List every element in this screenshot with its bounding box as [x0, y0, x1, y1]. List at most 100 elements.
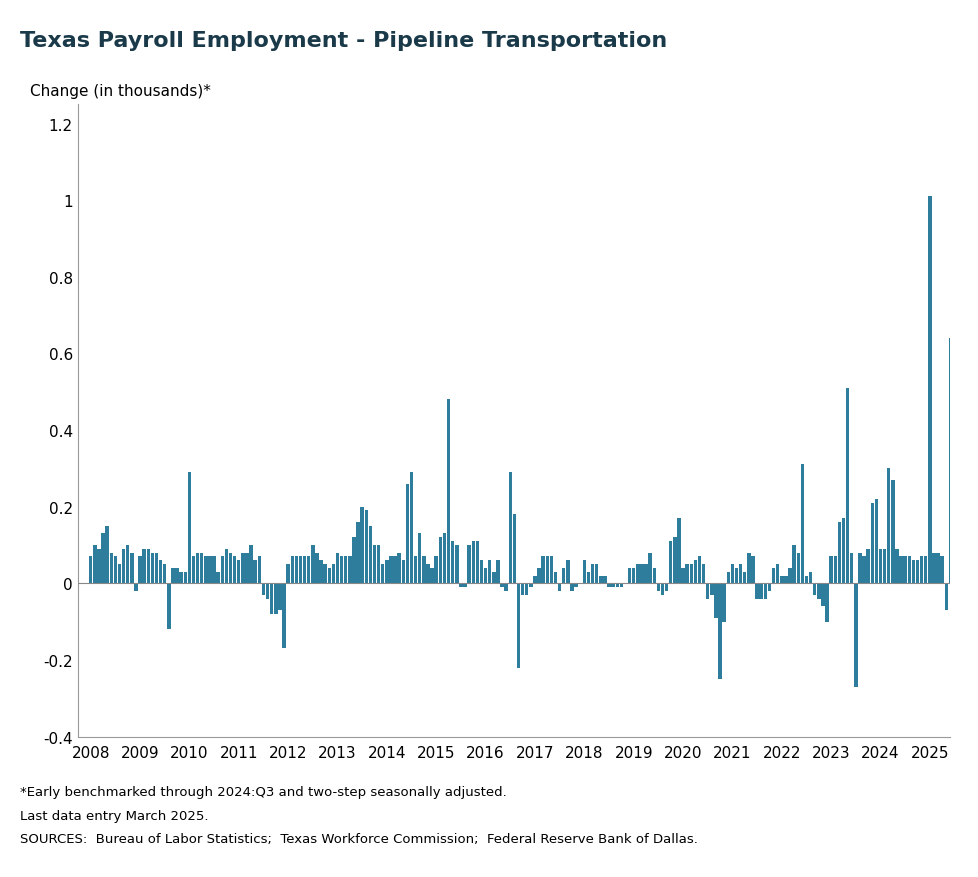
Bar [586, 572, 590, 583]
Bar [726, 572, 730, 583]
Bar [599, 576, 601, 583]
Bar [832, 557, 836, 583]
Bar [307, 557, 310, 583]
Text: *Early benchmarked through 2024:Q3 and two-step seasonally adjusted.: *Early benchmarked through 2024:Q3 and t… [20, 785, 506, 798]
Bar [483, 568, 487, 583]
Bar [681, 568, 684, 583]
Bar [377, 545, 380, 583]
Bar [475, 541, 478, 583]
Bar [750, 557, 754, 583]
Bar [759, 583, 762, 599]
Bar [343, 557, 347, 583]
Bar [948, 339, 952, 583]
Text: Texas Payroll Employment - Pipeline Transportation: Texas Payroll Employment - Pipeline Tran… [20, 31, 666, 51]
Bar [899, 557, 902, 583]
Bar [319, 560, 323, 583]
Bar [923, 557, 926, 583]
Bar [323, 565, 327, 583]
Bar [849, 553, 853, 583]
Bar [866, 549, 869, 583]
Bar [183, 572, 187, 583]
Bar [828, 557, 832, 583]
Bar [253, 560, 256, 583]
Bar [763, 583, 767, 599]
Bar [689, 565, 692, 583]
Bar [647, 553, 651, 583]
Bar [894, 549, 898, 583]
Bar [528, 583, 532, 588]
Bar [504, 583, 508, 591]
Bar [225, 549, 228, 583]
Bar [554, 572, 556, 583]
Bar [722, 583, 725, 622]
Bar [274, 583, 277, 614]
Bar [270, 583, 273, 614]
Bar [196, 553, 200, 583]
Bar [479, 560, 483, 583]
Bar [561, 568, 565, 583]
Bar [89, 557, 92, 583]
Bar [339, 557, 343, 583]
Bar [755, 583, 758, 599]
Bar [886, 469, 890, 583]
Bar [956, 530, 959, 583]
Bar [960, 538, 963, 583]
Bar [656, 583, 659, 591]
Bar [714, 583, 717, 618]
Bar [804, 576, 808, 583]
Bar [455, 545, 458, 583]
Bar [496, 560, 499, 583]
Bar [216, 572, 220, 583]
Bar [233, 557, 236, 583]
Bar [545, 557, 549, 583]
Bar [261, 583, 265, 595]
Bar [278, 583, 282, 610]
Bar [446, 400, 450, 583]
Bar [968, 549, 972, 583]
Bar [611, 583, 614, 588]
Bar [800, 465, 803, 583]
Bar [821, 583, 823, 607]
Bar [693, 560, 696, 583]
Bar [976, 557, 978, 583]
Bar [425, 565, 429, 583]
Bar [557, 583, 560, 591]
Bar [442, 534, 446, 583]
Bar [644, 565, 647, 583]
Bar [463, 583, 467, 588]
Bar [348, 557, 351, 583]
Bar [664, 583, 668, 591]
Bar [335, 553, 338, 583]
Bar [434, 557, 437, 583]
Bar [492, 572, 495, 583]
Bar [685, 565, 689, 583]
Bar [192, 557, 195, 583]
Bar [451, 541, 454, 583]
Bar [873, 499, 877, 583]
Bar [931, 553, 935, 583]
Bar [627, 568, 631, 583]
Bar [200, 553, 203, 583]
Bar [549, 557, 553, 583]
Bar [438, 538, 442, 583]
Bar [142, 549, 146, 583]
Bar [935, 553, 939, 583]
Bar [257, 557, 261, 583]
Bar [500, 583, 504, 588]
Bar [175, 568, 179, 583]
Bar [401, 560, 405, 583]
Bar [565, 560, 569, 583]
Bar [147, 549, 150, 583]
Bar [824, 583, 828, 622]
Bar [812, 583, 816, 595]
Bar [615, 583, 618, 588]
Bar [779, 576, 782, 583]
Bar [384, 560, 388, 583]
Bar [890, 481, 894, 583]
Bar [652, 568, 655, 583]
Bar [508, 473, 511, 583]
Bar [705, 583, 709, 599]
Bar [914, 560, 918, 583]
Bar [364, 511, 368, 583]
Bar [927, 197, 931, 583]
